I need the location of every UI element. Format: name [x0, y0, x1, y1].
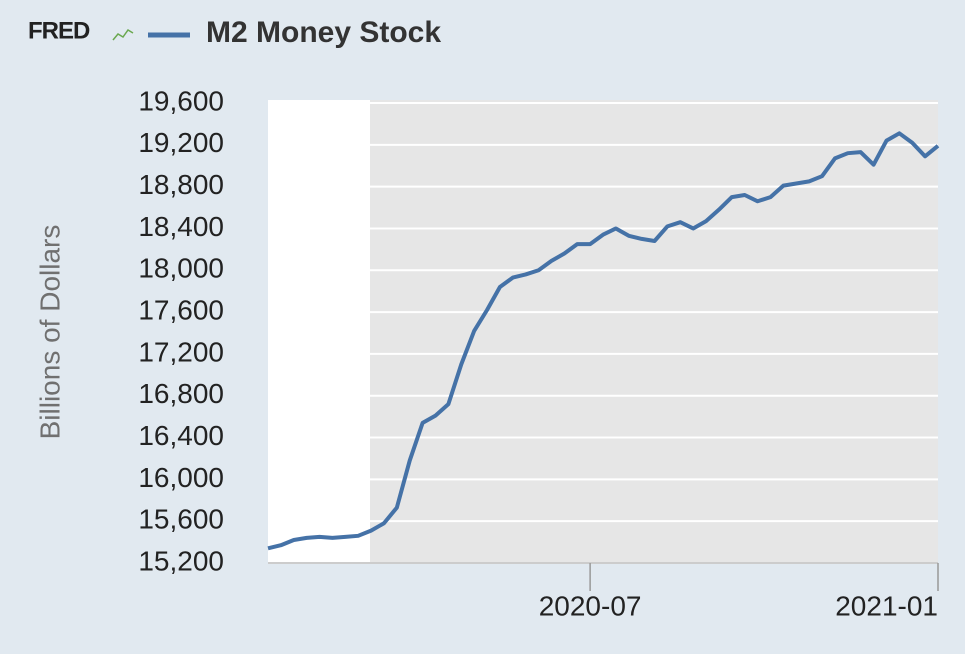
logo-icon — [112, 29, 134, 41]
line — [267, 131, 940, 551]
y-tick-label: 18,000 — [138, 253, 224, 284]
logo[interactable]: FRED — [28, 17, 91, 44]
recession-shading — [370, 100, 938, 563]
y-tick-label: 17,600 — [138, 294, 224, 325]
y-axis-label: Billions of Dollars — [34, 225, 65, 440]
y-tick-label: 15,200 — [138, 545, 224, 576]
y-tick-label: 15,600 — [138, 504, 224, 535]
y-tick-label: 18,400 — [138, 211, 224, 242]
y-tick-label: 16,400 — [138, 420, 224, 451]
y-tick-label: 17,200 — [138, 336, 224, 367]
x-tick-label: 2021-01 — [835, 590, 938, 621]
y-tick-label: 19,200 — [138, 127, 224, 158]
y-tick-label: 18,800 — [138, 169, 224, 200]
y-tick-label: 16,800 — [138, 378, 224, 409]
y-tick-label: 16,000 — [138, 462, 224, 493]
legend-label: M2 Money Stock — [206, 16, 441, 49]
x-tick-label: 2020-07 — [539, 590, 642, 621]
y-tick-label: 19,600 — [138, 85, 224, 116]
